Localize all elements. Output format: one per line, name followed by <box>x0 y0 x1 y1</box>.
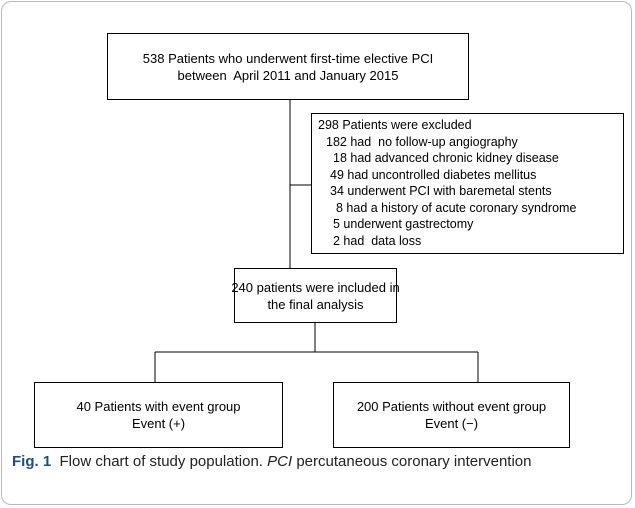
box-line: 2 had data loss <box>333 233 422 248</box>
box-line: 5 underwent gastrectomy <box>333 217 474 231</box>
caption: Fig. 1 Flow chart of study population. P… <box>12 450 612 474</box>
box-line: between April 2011 and January 2015 <box>177 67 399 83</box>
box-line: 18 had advanced chronic kidney disease <box>333 151 559 165</box>
no-event-box: 200 Patients without event group Event (… <box>333 382 570 448</box>
caption-label: Fig. 1 <box>12 453 52 470</box>
box-line: Event (+) <box>131 416 186 431</box>
exclusion-box: 298 Patients were excluded 182 had no fo… <box>311 113 624 254</box>
caption-abbreviation: PCI <box>267 453 293 470</box>
caption-definition: percutaneous coronary intervention <box>296 453 532 470</box>
box-line: 8 had a history of acute coronary syndro… <box>336 200 577 215</box>
box-line: 34 underwent PCI with baremetal stents <box>330 184 552 198</box>
box-line: 182 had no follow-up angiography <box>326 134 518 149</box>
box-line: 240 patients were included in <box>231 279 400 295</box>
box-line: 298 Patients were excluded <box>318 118 472 132</box>
box-line: 200 Patients without event group <box>356 399 547 414</box>
caption-text: Flow chart of study population. <box>59 453 263 470</box>
box-line: Event (−) <box>424 416 479 431</box>
box-line: 40 Patients with event group <box>76 399 241 414</box>
event-box: 40 Patients with event group Event (+) <box>34 382 283 448</box>
enrollment-box: 538 Patients who underwent first-time el… <box>107 33 469 100</box>
box-line: the final analysis <box>267 296 364 312</box>
included-box: 240 patients were included in the final … <box>231 268 400 323</box>
box-line: 49 had uncontrolled diabetes mellitus <box>330 167 537 182</box>
box-line: 538 Patients who underwent first-time el… <box>142 50 434 66</box>
